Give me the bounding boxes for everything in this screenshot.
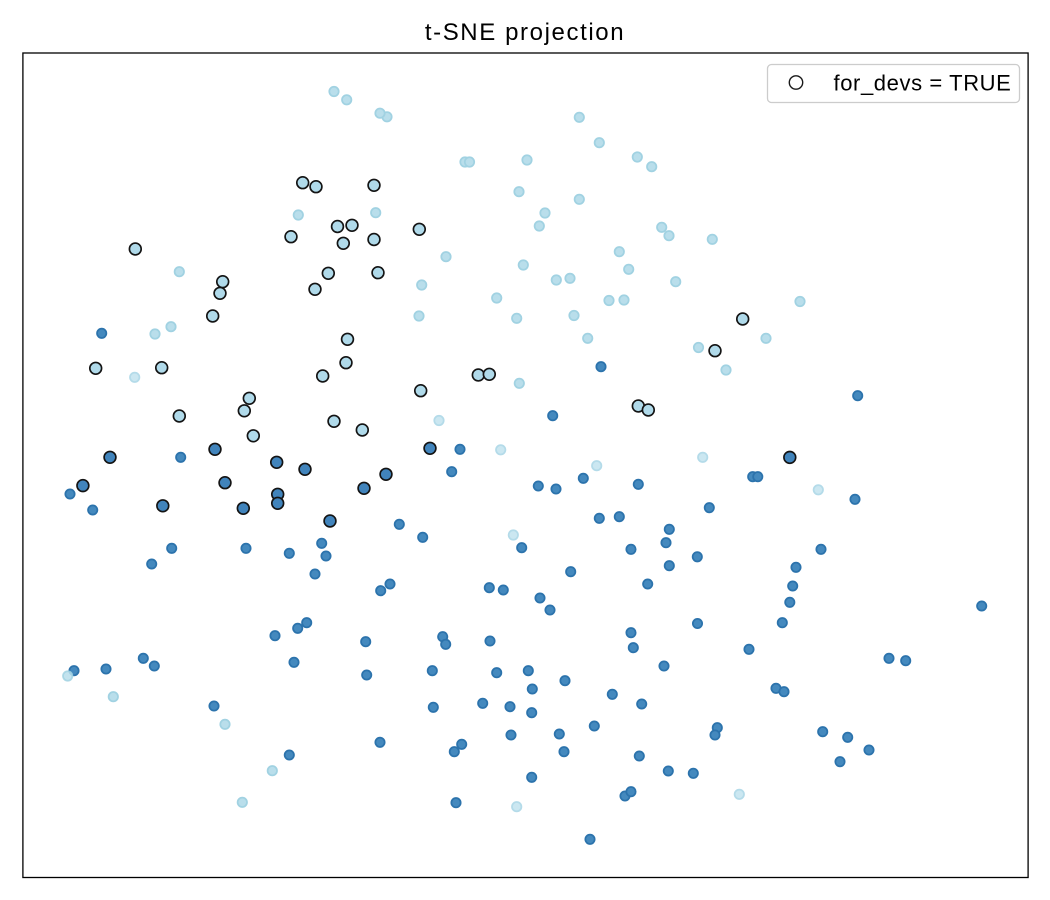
svg-text:t-SNE projection: t-SNE projection [425, 19, 625, 46]
svg-text:for_devs = TRUE: for_devs = TRUE [834, 71, 1012, 96]
